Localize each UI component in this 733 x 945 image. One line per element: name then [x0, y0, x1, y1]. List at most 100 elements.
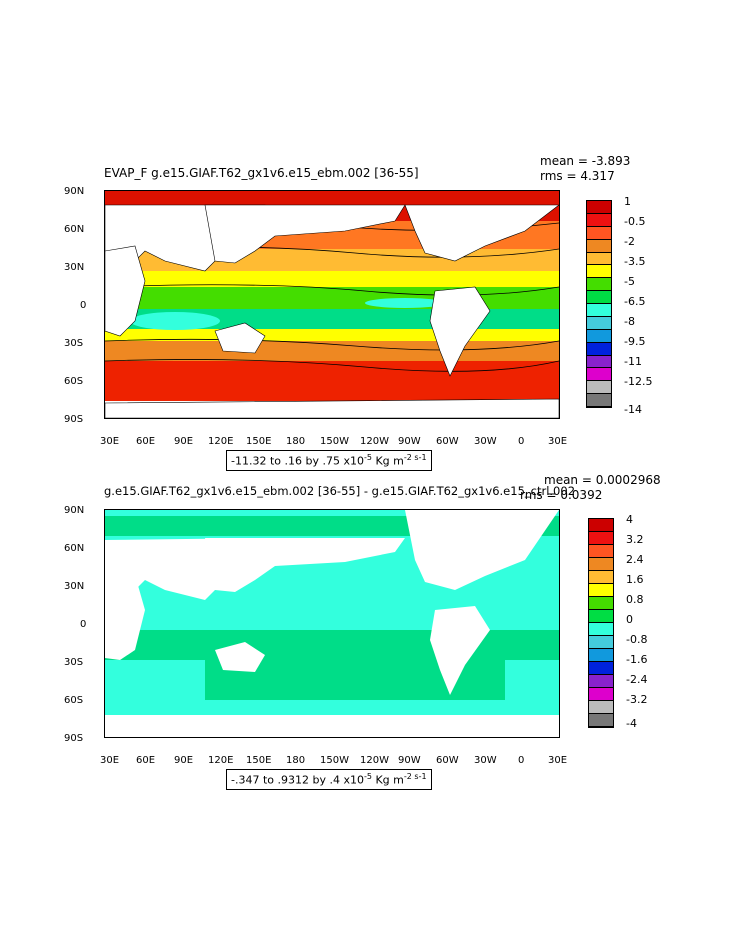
- colorbar-swatch: [589, 597, 613, 610]
- panel1-axes: 90N 60N 30N 0 30S 60S 90S 30E 60E 90E 12…: [64, 186, 567, 447]
- lat-label: 0: [80, 300, 86, 311]
- colorbar-label: -1.6: [626, 653, 648, 666]
- colorbar-swatch: [587, 226, 611, 240]
- panel1-lat-axis: 90N 60N 30N 0 30S 60S 90S: [64, 186, 86, 425]
- lon-label: 30E: [100, 436, 119, 447]
- colorbar-swatch: [587, 394, 611, 407]
- panel2-mean: mean = 0.0002968: [544, 473, 661, 487]
- colorbar-label: -3.5: [624, 255, 646, 268]
- lon-label: 180: [286, 755, 305, 766]
- panel2-map-field: [105, 510, 559, 737]
- colorbar-swatch: [589, 571, 613, 584]
- colorbar-label: -2: [624, 235, 635, 248]
- lon-label: 30E: [548, 436, 567, 447]
- colorbar-label: -5: [624, 275, 635, 288]
- panel1-map: [104, 190, 560, 419]
- colorbar-label: 4: [626, 513, 633, 526]
- colorbar-swatch: [589, 584, 613, 597]
- colorbar-swatch: [587, 265, 611, 279]
- lat-label: 0: [80, 619, 86, 630]
- colorbar-swatch: [589, 519, 613, 532]
- panel1-range-exp: -5: [363, 453, 372, 462]
- colorbar-swatch: [587, 201, 611, 214]
- lon-label: 120E: [208, 436, 233, 447]
- lon-label: 150W: [320, 436, 349, 447]
- colorbar-swatch: [589, 688, 613, 701]
- lat-label: 60S: [64, 695, 83, 706]
- colorbar-swatch: [587, 368, 611, 382]
- panel2-colorbar: [588, 518, 618, 728]
- colorbar-swatch: [589, 649, 613, 662]
- lon-label: 150E: [246, 436, 271, 447]
- colorbar-label: 1.6: [626, 573, 644, 586]
- lat-label: 90S: [64, 733, 83, 744]
- colorbar-swatch: [589, 636, 613, 649]
- lon-label: 120E: [208, 755, 233, 766]
- panel1-rms: rms = 4.317: [540, 169, 615, 183]
- panel1-title: EVAP_F g.e15.GIAF.T62_gx1v6.e15_ebm.002 …: [104, 166, 419, 180]
- panel2-colorbar-swatches: [588, 518, 614, 728]
- colorbar-swatch: [589, 662, 613, 675]
- panel2-axes: 90N 60N 30N 0 30S 60S 90S 30E 60E 90E 12…: [64, 505, 567, 766]
- colorbar-swatch: [587, 329, 611, 343]
- lon-label: 60W: [436, 436, 459, 447]
- colorbar-swatch: [589, 532, 613, 545]
- colorbar-swatch: [587, 278, 611, 292]
- colorbar-swatch: [589, 610, 613, 623]
- lat-label: 90N: [64, 186, 84, 197]
- colorbar-label: -11: [624, 355, 642, 368]
- panel2-rms: rms = 0.0392: [520, 488, 603, 502]
- colorbar-label: -12.5: [624, 375, 653, 388]
- panel2-map: [104, 509, 560, 738]
- colorbar-label: 0.8: [626, 593, 644, 606]
- lon-label: 90E: [174, 436, 193, 447]
- colorbar-swatch: [589, 675, 613, 688]
- colorbar-label: -4: [626, 717, 637, 730]
- colorbar-swatch: [587, 355, 611, 369]
- panel1-range-box: -11.32 to .16 by .75 x10-5 Kg m-2 s-1: [226, 450, 432, 471]
- colorbar-swatch: [589, 623, 613, 636]
- colorbar-label: 2.4: [626, 553, 644, 566]
- lat-label: 30N: [64, 262, 84, 273]
- lon-label: 0: [518, 755, 524, 766]
- colorbar-label: -3.2: [626, 693, 648, 706]
- colorbar-swatch: [589, 545, 613, 558]
- panel1-mean: mean = -3.893: [540, 154, 631, 168]
- lon-label: 30E: [100, 755, 119, 766]
- colorbar-swatch: [587, 291, 611, 304]
- lat-label: 90N: [64, 505, 84, 516]
- panel2-range-box: -.347 to .9312 by .4 x10-5 Kg m-2 s-1: [226, 769, 432, 790]
- colorbar-label: 1: [624, 195, 631, 208]
- colorbar-swatch: [587, 316, 611, 330]
- colorbar-label: -2.4: [626, 673, 648, 686]
- lon-label: 90W: [398, 436, 421, 447]
- panel1-range-units-exp: -2 s-1: [403, 453, 427, 462]
- lon-label: 30W: [474, 755, 497, 766]
- lon-label: 60E: [136, 436, 155, 447]
- colorbar-swatch: [589, 714, 613, 727]
- panel1-colorbar-swatches: [586, 200, 612, 408]
- lat-label: 60N: [64, 543, 84, 554]
- lat-label: 90S: [64, 414, 83, 425]
- colorbar-swatch: [587, 239, 611, 253]
- lon-label: 90E: [174, 755, 193, 766]
- colorbar-swatch: [587, 381, 611, 395]
- lat-label: 30S: [64, 657, 83, 668]
- colorbar-swatch: [587, 304, 611, 317]
- lon-label: 30W: [474, 436, 497, 447]
- colorbar-label: -14: [624, 403, 642, 416]
- lon-label: 150E: [246, 755, 271, 766]
- panel1-map-field: [105, 191, 559, 418]
- lon-label: 60E: [136, 755, 155, 766]
- panel2-range-exp: -5: [363, 772, 372, 781]
- lon-label: 180: [286, 436, 305, 447]
- panel2-range-units: Kg m: [371, 773, 404, 787]
- panel2-lon-axis: 30E 60E 90E 120E 150E 180 150W 120W 90W …: [100, 755, 567, 766]
- panel2-title: g.e15.GIAF.T62_gx1v6.e15_ebm.002 [36-55]…: [104, 484, 576, 498]
- lon-label: 120W: [360, 755, 389, 766]
- colorbar-swatch: [587, 342, 611, 356]
- lat-label: 30S: [64, 338, 83, 349]
- lon-label: 60W: [436, 755, 459, 766]
- colorbar-label: -0.5: [624, 215, 646, 228]
- lon-label: 120W: [360, 436, 389, 447]
